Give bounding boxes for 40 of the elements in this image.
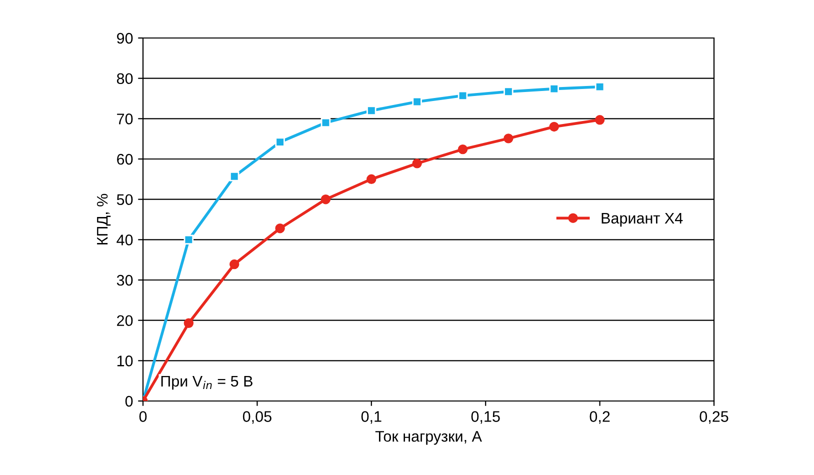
- annotation: При V$_{in}$ = 5 В: [161, 376, 252, 390]
- point: [412, 96, 422, 107]
- point: [458, 144, 468, 154]
- point: [230, 259, 240, 270]
- y-tick-label: 30: [116, 274, 133, 286]
- legend-label: Вариант X4: [602, 212, 683, 227]
- point: [549, 122, 559, 132]
- y-tick-label: 50: [116, 194, 133, 206]
- x-tick-label: 0,15: [471, 411, 500, 424]
- y-tick-label: 0: [125, 396, 133, 407]
- point: [594, 115, 605, 125]
- point: [504, 86, 514, 97]
- point: [504, 134, 514, 144]
- y-tick-label: 10: [117, 356, 133, 366]
- point: [412, 158, 422, 168]
- y-axis-title: КПД, %: [96, 194, 111, 244]
- x-tick-label: 0,2: [590, 411, 610, 424]
- y-tick-label: 60: [117, 154, 133, 165]
- x-tick-label: 0,1: [361, 411, 382, 424]
- x-tick-label: 0,05: [242, 411, 272, 424]
- point: [230, 171, 240, 182]
- point: [184, 318, 194, 328]
- point: [320, 194, 331, 204]
- point: [458, 90, 468, 101]
- point: [366, 106, 376, 116]
- y-tick-label: 90: [117, 32, 133, 44]
- y-tick-label: 40: [116, 234, 133, 246]
- point: [594, 82, 605, 92]
- point: [275, 224, 285, 234]
- x-axis-title: Ток нагрузки, А: [375, 431, 482, 445]
- y-tick-label: 20: [117, 315, 133, 326]
- y-tick-label: 80: [116, 73, 133, 84]
- point: [184, 234, 194, 245]
- y-tick-label: 70: [117, 114, 133, 124]
- x-tick-label: 0,25: [700, 411, 728, 424]
- x-tick-label: 0: [139, 411, 147, 422]
- point: [275, 137, 285, 147]
- point: [320, 118, 331, 128]
- point: [549, 84, 559, 94]
- point: [366, 174, 376, 184]
